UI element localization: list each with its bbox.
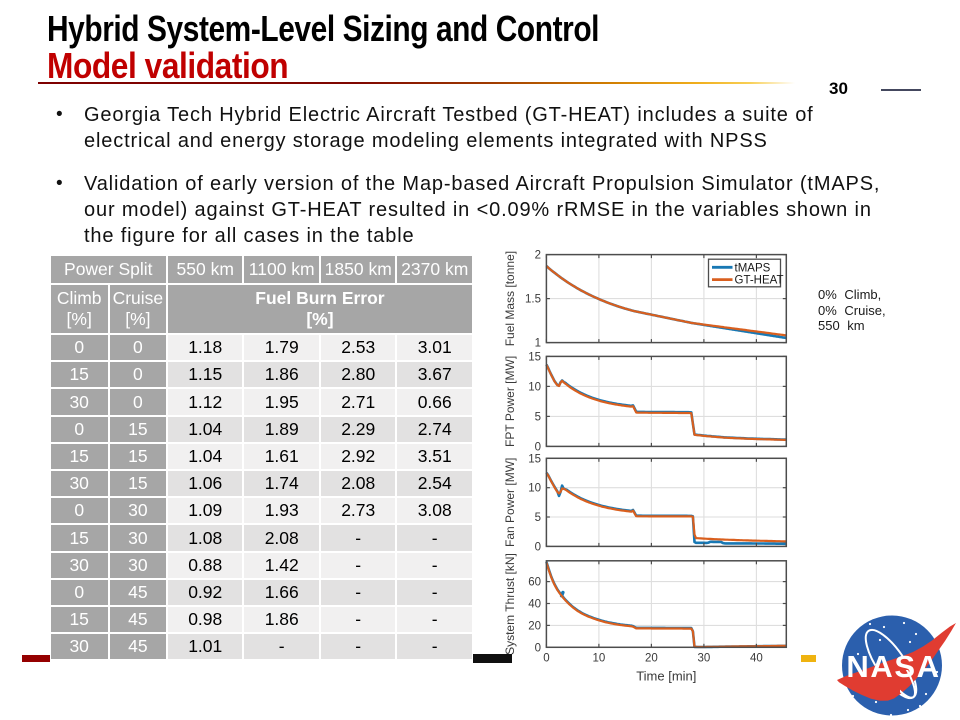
svg-text:20: 20	[528, 620, 541, 632]
svg-text:40: 40	[528, 599, 541, 611]
svg-text:Fuel Mass [tonne]: Fuel Mass [tonne]	[503, 251, 517, 346]
svg-text:0: 0	[543, 653, 549, 665]
svg-text:10: 10	[528, 381, 541, 393]
svg-text:2: 2	[535, 250, 541, 262]
svg-text:1: 1	[535, 338, 541, 350]
svg-text:NASA: NASA	[846, 649, 940, 684]
svg-text:10: 10	[528, 483, 541, 495]
svg-text:40: 40	[750, 653, 763, 665]
svg-text:20: 20	[645, 653, 658, 665]
svg-text:5: 5	[535, 411, 541, 423]
svg-text:10: 10	[593, 653, 606, 665]
svg-text:System Thrust [kN]: System Thrust [kN]	[503, 553, 517, 655]
svg-text:5: 5	[535, 512, 541, 524]
svg-text:0: 0	[535, 441, 541, 453]
svg-text:0: 0	[535, 642, 541, 654]
svg-text:GT-HEAT: GT-HEAT	[735, 275, 784, 287]
svg-text:15: 15	[528, 351, 541, 363]
svg-text:30: 30	[698, 653, 711, 665]
svg-text:Fan Power [MW]: Fan Power [MW]	[503, 458, 517, 547]
svg-text:1.5: 1.5	[525, 294, 541, 306]
svg-text:60: 60	[528, 577, 541, 589]
svg-text:FPT Power [MW]: FPT Power [MW]	[503, 356, 517, 447]
svg-text:0: 0	[535, 541, 541, 553]
svg-text:15: 15	[528, 453, 541, 465]
svg-text:tMAPS: tMAPS	[735, 262, 771, 274]
svg-text:Time [min]: Time [min]	[636, 669, 696, 684]
